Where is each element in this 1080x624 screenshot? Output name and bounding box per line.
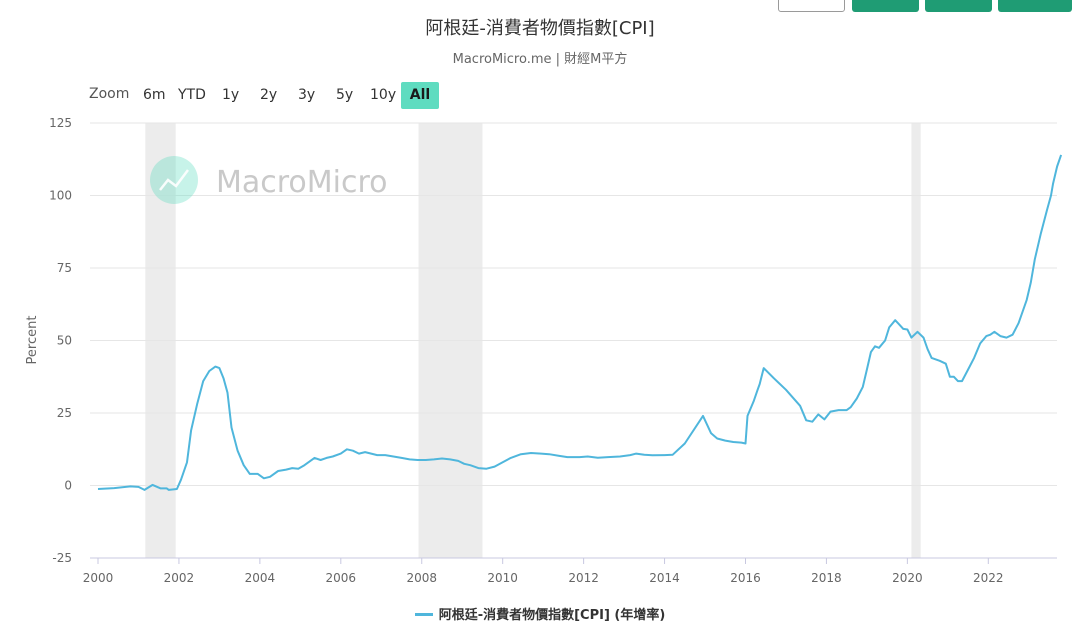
y-tick-label: 125 <box>49 116 72 130</box>
x-tick-label: 2000 <box>83 571 114 585</box>
x-tick-label: 2020 <box>892 571 923 585</box>
x-tick-label: 2002 <box>164 571 195 585</box>
range-3y-button[interactable]: 3y <box>298 87 316 103</box>
y-tick-label: 0 <box>64 479 72 493</box>
x-tick-label: 2012 <box>568 571 599 585</box>
series-line-cpi <box>97 154 1063 491</box>
range-all-button[interactable]: All <box>401 82 439 109</box>
legend[interactable]: 阿根廷-消費者物價指數[CPI] (年增率) <box>0 604 1080 623</box>
x-tick-label: 2018 <box>811 571 842 585</box>
y-tick-label: 50 <box>57 334 72 348</box>
share-button[interactable] <box>778 0 845 12</box>
x-tick-label: 2016 <box>730 571 761 585</box>
y-tick-label: -25 <box>52 551 72 565</box>
watermark: MacroMicro <box>150 156 388 204</box>
export-button[interactable] <box>852 0 919 12</box>
range-5y-button[interactable]: 5y <box>336 87 354 103</box>
x-tick-label: 2006 <box>326 571 357 585</box>
y-axis-label: Percent <box>25 316 40 365</box>
chart-title: 阿根廷-消費者物價指數[CPI] <box>425 18 655 39</box>
range-6m-button[interactable]: 6m <box>143 87 166 103</box>
watermark-text: MacroMicro <box>216 165 388 200</box>
y-tick-label: 100 <box>49 189 72 203</box>
range-10y-button[interactable]: 10y <box>370 87 397 103</box>
y-tick-label: 25 <box>57 406 72 420</box>
zoom-label: Zoom <box>89 86 130 102</box>
legend-swatch <box>414 613 433 616</box>
x-tick-label: 2004 <box>245 571 276 585</box>
watermark-logo-icon <box>150 156 198 204</box>
embed-button[interactable] <box>925 0 992 12</box>
range-2y-button[interactable]: 2y <box>260 87 278 103</box>
range-ytd-button[interactable]: YTD <box>178 87 206 103</box>
collect-button[interactable] <box>998 0 1072 12</box>
y-tick-label: 75 <box>57 261 72 275</box>
range-1y-button[interactable]: 1y <box>222 87 240 103</box>
x-tick-label: 2014 <box>649 571 680 585</box>
x-tick-label: 2022 <box>973 571 1004 585</box>
chart-subtitle: MacroMicro.me | 財經M平方 <box>452 52 628 67</box>
x-tick-label: 2010 <box>487 571 518 585</box>
x-tick-label: 2008 <box>406 571 437 585</box>
legend-label: 阿根廷-消費者物價指數[CPI] (年增率) <box>438 608 666 623</box>
